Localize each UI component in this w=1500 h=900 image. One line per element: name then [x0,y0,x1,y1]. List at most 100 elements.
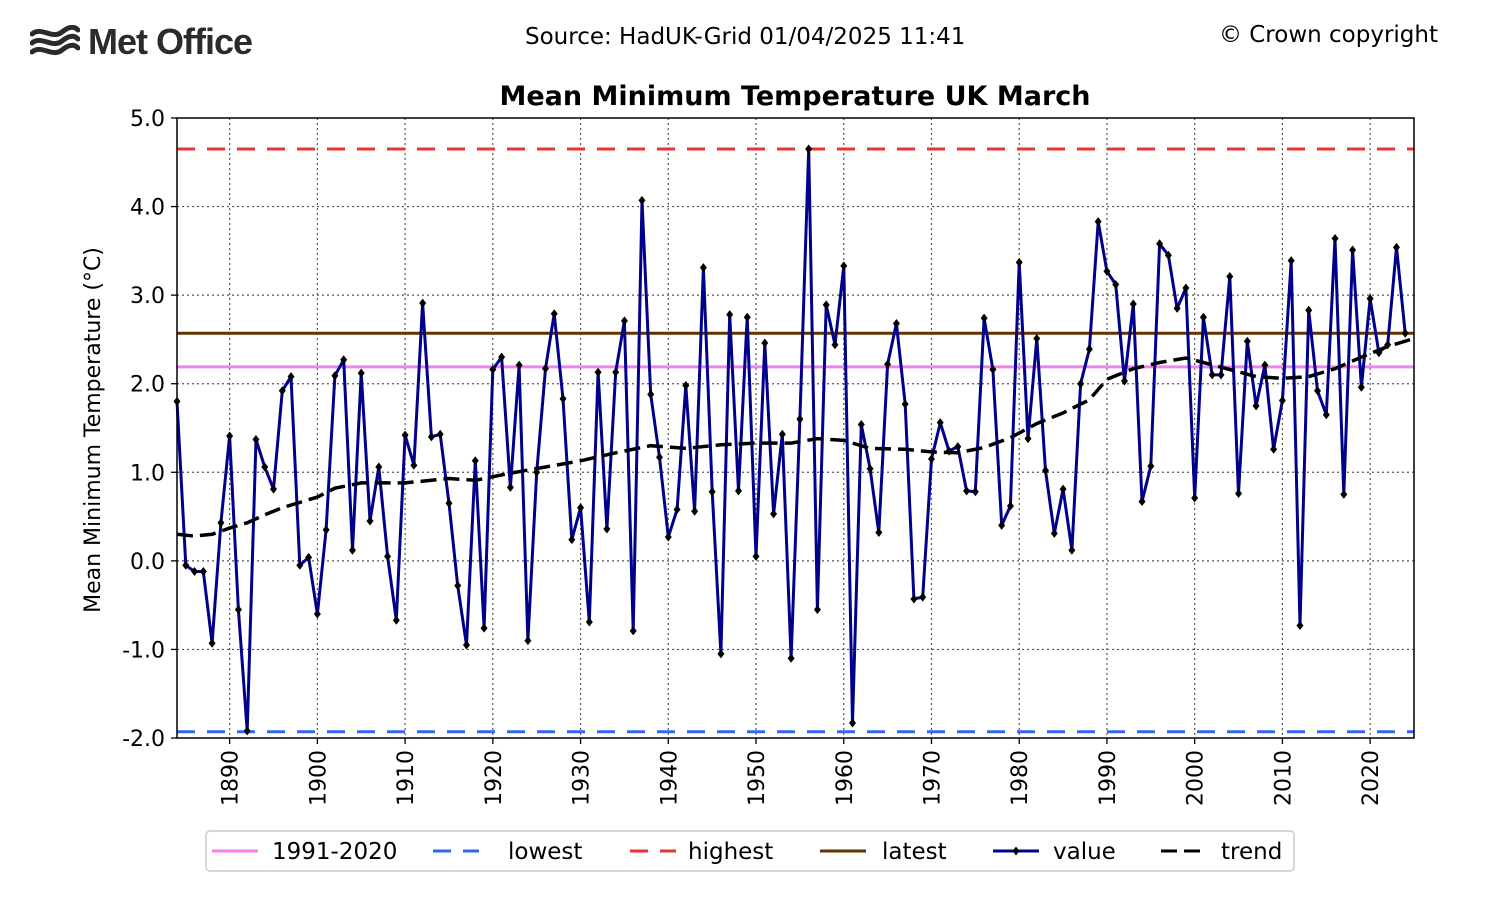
x-tick-label: 1900 [306,750,331,806]
value-point [1033,334,1041,344]
legend-label-highest: highest [688,839,773,865]
value-point [1103,266,1111,276]
value-point [989,365,997,375]
series-lines [173,144,1415,736]
value-point [717,649,725,659]
x-tick-label: 2000 [1184,750,1209,806]
value-point [919,592,927,602]
reference-lines [177,147,1414,734]
value-point [577,503,585,513]
value-point [787,653,795,663]
value-point [427,432,435,442]
value-point [498,352,506,362]
value-point [963,486,971,496]
value-point [1296,621,1304,631]
value-point [1182,283,1190,293]
value-point [296,560,304,570]
x-tick-label: 1920 [482,750,507,806]
value-point [270,484,278,494]
value-point [840,261,848,271]
legend-label-latest: latest [882,839,947,865]
value-point [305,552,313,562]
value-point [1217,370,1225,380]
y-tick-label: 1.0 [130,461,165,486]
value-point [831,340,839,350]
x-tick-label: 1960 [833,750,858,806]
value-point [1112,280,1120,290]
value-point [691,506,699,516]
value-point [375,462,383,472]
x-tick-label: 1940 [657,750,682,806]
value-point [384,551,392,561]
legend-label-baseline: 1991-2020 [272,839,397,865]
value-point [234,605,242,615]
value-point [454,581,462,591]
x-tick-label: 1890 [219,750,244,806]
value-point [1392,242,1400,252]
value-point [506,482,514,492]
met-office-waves-icon [30,25,80,56]
value-point [664,532,672,542]
value-point [927,454,935,464]
value-point [629,626,637,636]
value-point [638,195,646,205]
value-point [1129,299,1137,309]
value-point [699,263,707,273]
value-point [813,605,821,615]
legend-label-trend: trend [1221,839,1282,865]
value-series-line [175,147,1407,733]
value-point [656,452,664,462]
legend-label-value: value [1053,839,1116,865]
copyright-label: © Crown copyright [1218,22,1438,48]
value-point [366,516,374,526]
value-point [708,487,716,497]
value-point [1094,217,1102,227]
value-point [1085,344,1093,354]
value-point [226,431,234,441]
grid-lines [177,118,1414,738]
x-tick-label: 1990 [1096,750,1121,806]
value-point [1313,386,1321,396]
value-point [822,300,830,310]
legend-box [205,830,1295,872]
value-point [340,355,348,365]
value-point [603,524,611,534]
value-point [647,389,655,399]
value-point [936,418,944,428]
value-point [612,367,620,377]
value-point [401,430,409,440]
value-point [998,520,1006,530]
legend-label-lowest: lowest [508,839,582,865]
value-point [419,298,427,308]
y-tick-label: -2.0 [122,727,165,752]
value-point [1147,461,1155,471]
value-point [726,310,734,320]
value-point [1138,497,1146,507]
value-point [1235,489,1243,499]
value-point [489,365,497,375]
value-point [445,498,453,508]
value-point [1015,257,1023,267]
legend-marker-value [1012,846,1020,856]
value-point [770,509,778,519]
value-point [620,316,628,326]
y-tick-label: 2.0 [130,373,165,398]
trend-series-line [176,336,1415,538]
axes: -2.0 -1.0 0.0 1.0 2.0 3.0 4.0 5.0 1890 1900 1910 19… [122,107,1415,806]
value-point [278,386,286,396]
value-point [463,640,471,650]
value-point [761,338,769,348]
value-point [1059,484,1067,494]
value-point [734,486,742,496]
value-point [1349,245,1357,255]
value-point [980,313,988,323]
plot-frame [176,117,1415,739]
value-point [568,535,576,545]
y-tick-label: -1.0 [122,638,165,663]
value-point [322,525,330,535]
value-point [805,144,813,154]
value-point [559,394,567,404]
value-point [410,460,418,470]
value-point [1068,545,1076,555]
